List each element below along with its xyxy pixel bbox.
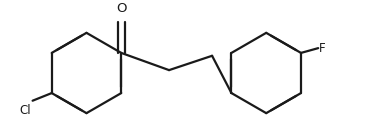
Text: Cl: Cl — [19, 104, 31, 117]
Text: F: F — [319, 42, 326, 55]
Text: O: O — [116, 2, 127, 15]
